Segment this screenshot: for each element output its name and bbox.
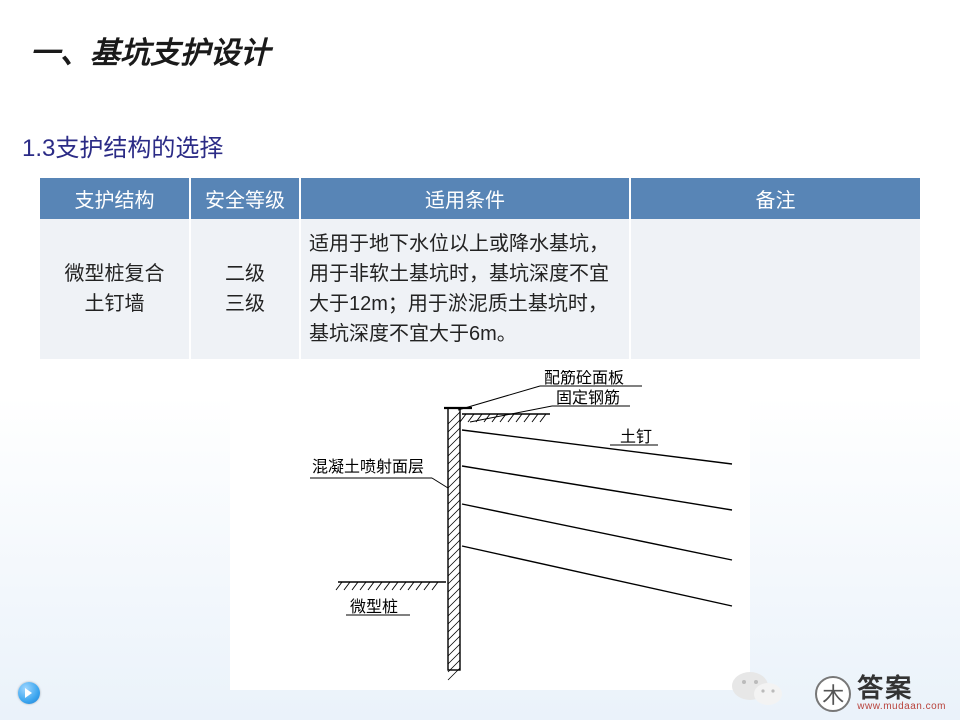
support-structure-table: 支护结构 安全等级 适用条件 备注 微型桩复合 土钉墙 二级 三级 适用于地下水… (40, 178, 920, 359)
table-header-row: 支护结构 安全等级 适用条件 备注 (40, 178, 920, 219)
svg-text:混凝土喷射面层: 混凝土喷射面层 (312, 458, 424, 476)
svg-text:微型桩: 微型桩 (350, 598, 398, 616)
cell-note (630, 219, 920, 359)
cell-safety: 二级 三级 (190, 219, 300, 359)
col-structure: 支护结构 (40, 178, 190, 219)
page-title: 一、基坑支护设计 (30, 28, 270, 72)
table-row: 微型桩复合 土钉墙 二级 三级 适用于地下水位以上或降水基坑，用于非软土基坑时，… (40, 219, 920, 359)
col-condition: 适用条件 (300, 178, 630, 219)
wechat-icon (728, 666, 788, 710)
next-slide-icon[interactable] (18, 682, 40, 704)
svg-text:固定钢筋: 固定钢筋 (556, 389, 620, 407)
logo-text: 答案 (857, 676, 946, 702)
section-subtitle: 1.3支护结构的选择 (22, 128, 223, 163)
svg-text:配筋砼面板: 配筋砼面板 (544, 370, 624, 387)
cell-condition: 适用于地下水位以上或降水基坑，用于非软土基坑时，基坑深度不宜大于12m；用于淤泥… (300, 219, 630, 359)
logo-mark: 木 (815, 676, 851, 712)
svg-text:土钉: 土钉 (620, 428, 652, 446)
cell-structure: 微型桩复合 土钉墙 (40, 219, 190, 359)
logo-url: www.mudaan.com (857, 702, 946, 712)
col-safety: 安全等级 (190, 178, 300, 219)
col-note: 备注 (630, 178, 920, 219)
site-logo: 木 答案 www.mudaan.com (815, 676, 946, 712)
micro-pile-diagram: 配筋砼面板固定钢筋土钉混凝土喷射面层微型桩 (230, 370, 750, 690)
